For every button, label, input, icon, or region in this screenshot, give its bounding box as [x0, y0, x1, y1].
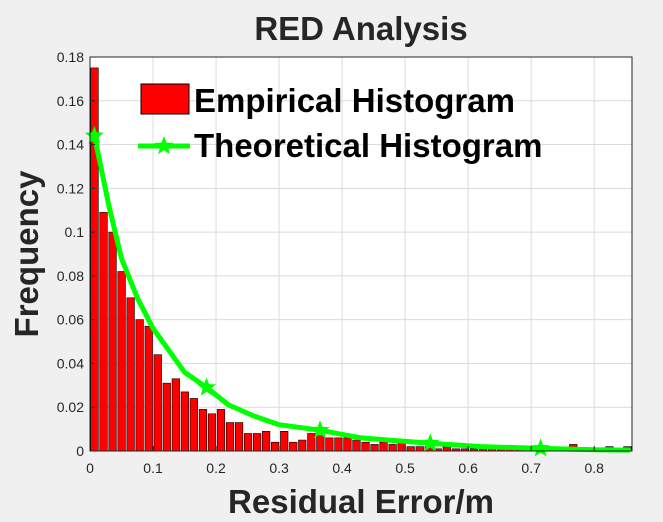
- theoretical-marker: [197, 377, 217, 396]
- histogram-bar: [117, 271, 126, 452]
- theoretical-marker: [420, 433, 440, 452]
- x-tick-label: 0.4: [332, 460, 352, 476]
- histogram-bar: [388, 444, 397, 452]
- y-tick-label: 0.14: [57, 137, 84, 153]
- x-tick-label: 0.1: [143, 460, 163, 476]
- y-tick-label: 0.16: [57, 93, 84, 109]
- histogram-bar: [108, 231, 117, 452]
- histogram-bar: [90, 67, 99, 452]
- histogram-bar: [243, 433, 253, 452]
- histogram-bar: [271, 441, 280, 452]
- theoretical-marker: [310, 420, 330, 439]
- x-tick-label: 0.2: [206, 460, 226, 476]
- histogram-bar: [198, 409, 208, 452]
- x-axis-label: Residual Error/m: [228, 483, 494, 520]
- y-tick-label: 0.12: [57, 180, 84, 196]
- histogram-bar: [225, 422, 235, 452]
- theoretical-marker: [84, 125, 104, 144]
- histogram-bar: [262, 430, 271, 452]
- x-tick-label: 0.6: [458, 460, 478, 476]
- legend: Empirical Histogram Theoretical Histogra…: [138, 82, 542, 164]
- theoretical-marker: [531, 438, 551, 457]
- y-tick-label: 0.06: [57, 312, 84, 328]
- histogram-bar: [415, 446, 424, 452]
- y-tick-label: 0.02: [57, 399, 84, 415]
- histogram-bar: [334, 437, 343, 452]
- y-axis-label: Frequency: [8, 170, 45, 338]
- y-tick-label: 0.18: [57, 49, 84, 65]
- x-tick-label: 0.3: [269, 460, 289, 476]
- plot-frame: [89, 56, 633, 452]
- histogram-bar: [253, 433, 262, 452]
- histogram-bar: [442, 446, 451, 452]
- histogram-bar: [298, 439, 307, 452]
- theoretical-curve: [91, 133, 632, 453]
- y-tick-label: 0.04: [57, 355, 84, 371]
- legend-label-theoretical: Theoretical Histogram: [194, 127, 542, 164]
- y-tick-label: 0.1: [65, 224, 85, 240]
- histogram-bar: [171, 378, 180, 452]
- chart-title: RED Analysis: [254, 10, 467, 47]
- histogram-bar: [126, 297, 135, 452]
- histogram-bar: [234, 422, 244, 452]
- histogram-bar: [307, 433, 316, 452]
- histogram-bar: [379, 441, 388, 452]
- x-tick-label: 0.7: [521, 460, 541, 476]
- histogram-bar: [316, 435, 325, 452]
- x-axis-ticks: 0 0.1 0.2 0.3 0.4 0.5 0.6 0.7 0.8: [86, 446, 604, 476]
- histogram-bar: [361, 441, 370, 452]
- histogram-bar: [352, 439, 361, 452]
- histogram-bar: [162, 382, 171, 452]
- histogram-bar: [216, 409, 226, 452]
- x-tick-label: 0.5: [395, 460, 415, 476]
- legend-label-empirical: Empirical Histogram: [194, 82, 515, 119]
- x-tick-label: 0.8: [584, 460, 604, 476]
- y-axis-ticks: 0 0.02 0.04 0.06 0.08 0.1 0.12 0.14 0.16 0.18: [57, 49, 95, 459]
- histogram-bar: [325, 437, 334, 452]
- theoretical-line: [84, 125, 632, 457]
- histogram-bar: [180, 391, 189, 452]
- histogram-bar: [153, 354, 162, 452]
- legend-swatch-empirical: [140, 83, 190, 115]
- histogram-bar: [207, 413, 217, 452]
- histogram-bar: [406, 446, 415, 452]
- histogram-bar: [99, 212, 108, 452]
- y-tick-label: 0.08: [57, 268, 84, 284]
- empirical-bars: [90, 67, 632, 452]
- histogram-bar: [135, 319, 144, 452]
- histogram-bar: [343, 437, 352, 452]
- plot-area: [90, 57, 632, 451]
- histogram-bar: [370, 444, 379, 452]
- x-tick-label: 0: [86, 460, 94, 476]
- y-tick-label: 0: [76, 443, 84, 459]
- histogram-bar: [289, 441, 298, 452]
- histogram-bar: [144, 325, 153, 452]
- histogram-bar: [189, 398, 198, 452]
- legend-swatch-theoretical-marker: [154, 136, 174, 155]
- histogram-bar: [280, 430, 289, 452]
